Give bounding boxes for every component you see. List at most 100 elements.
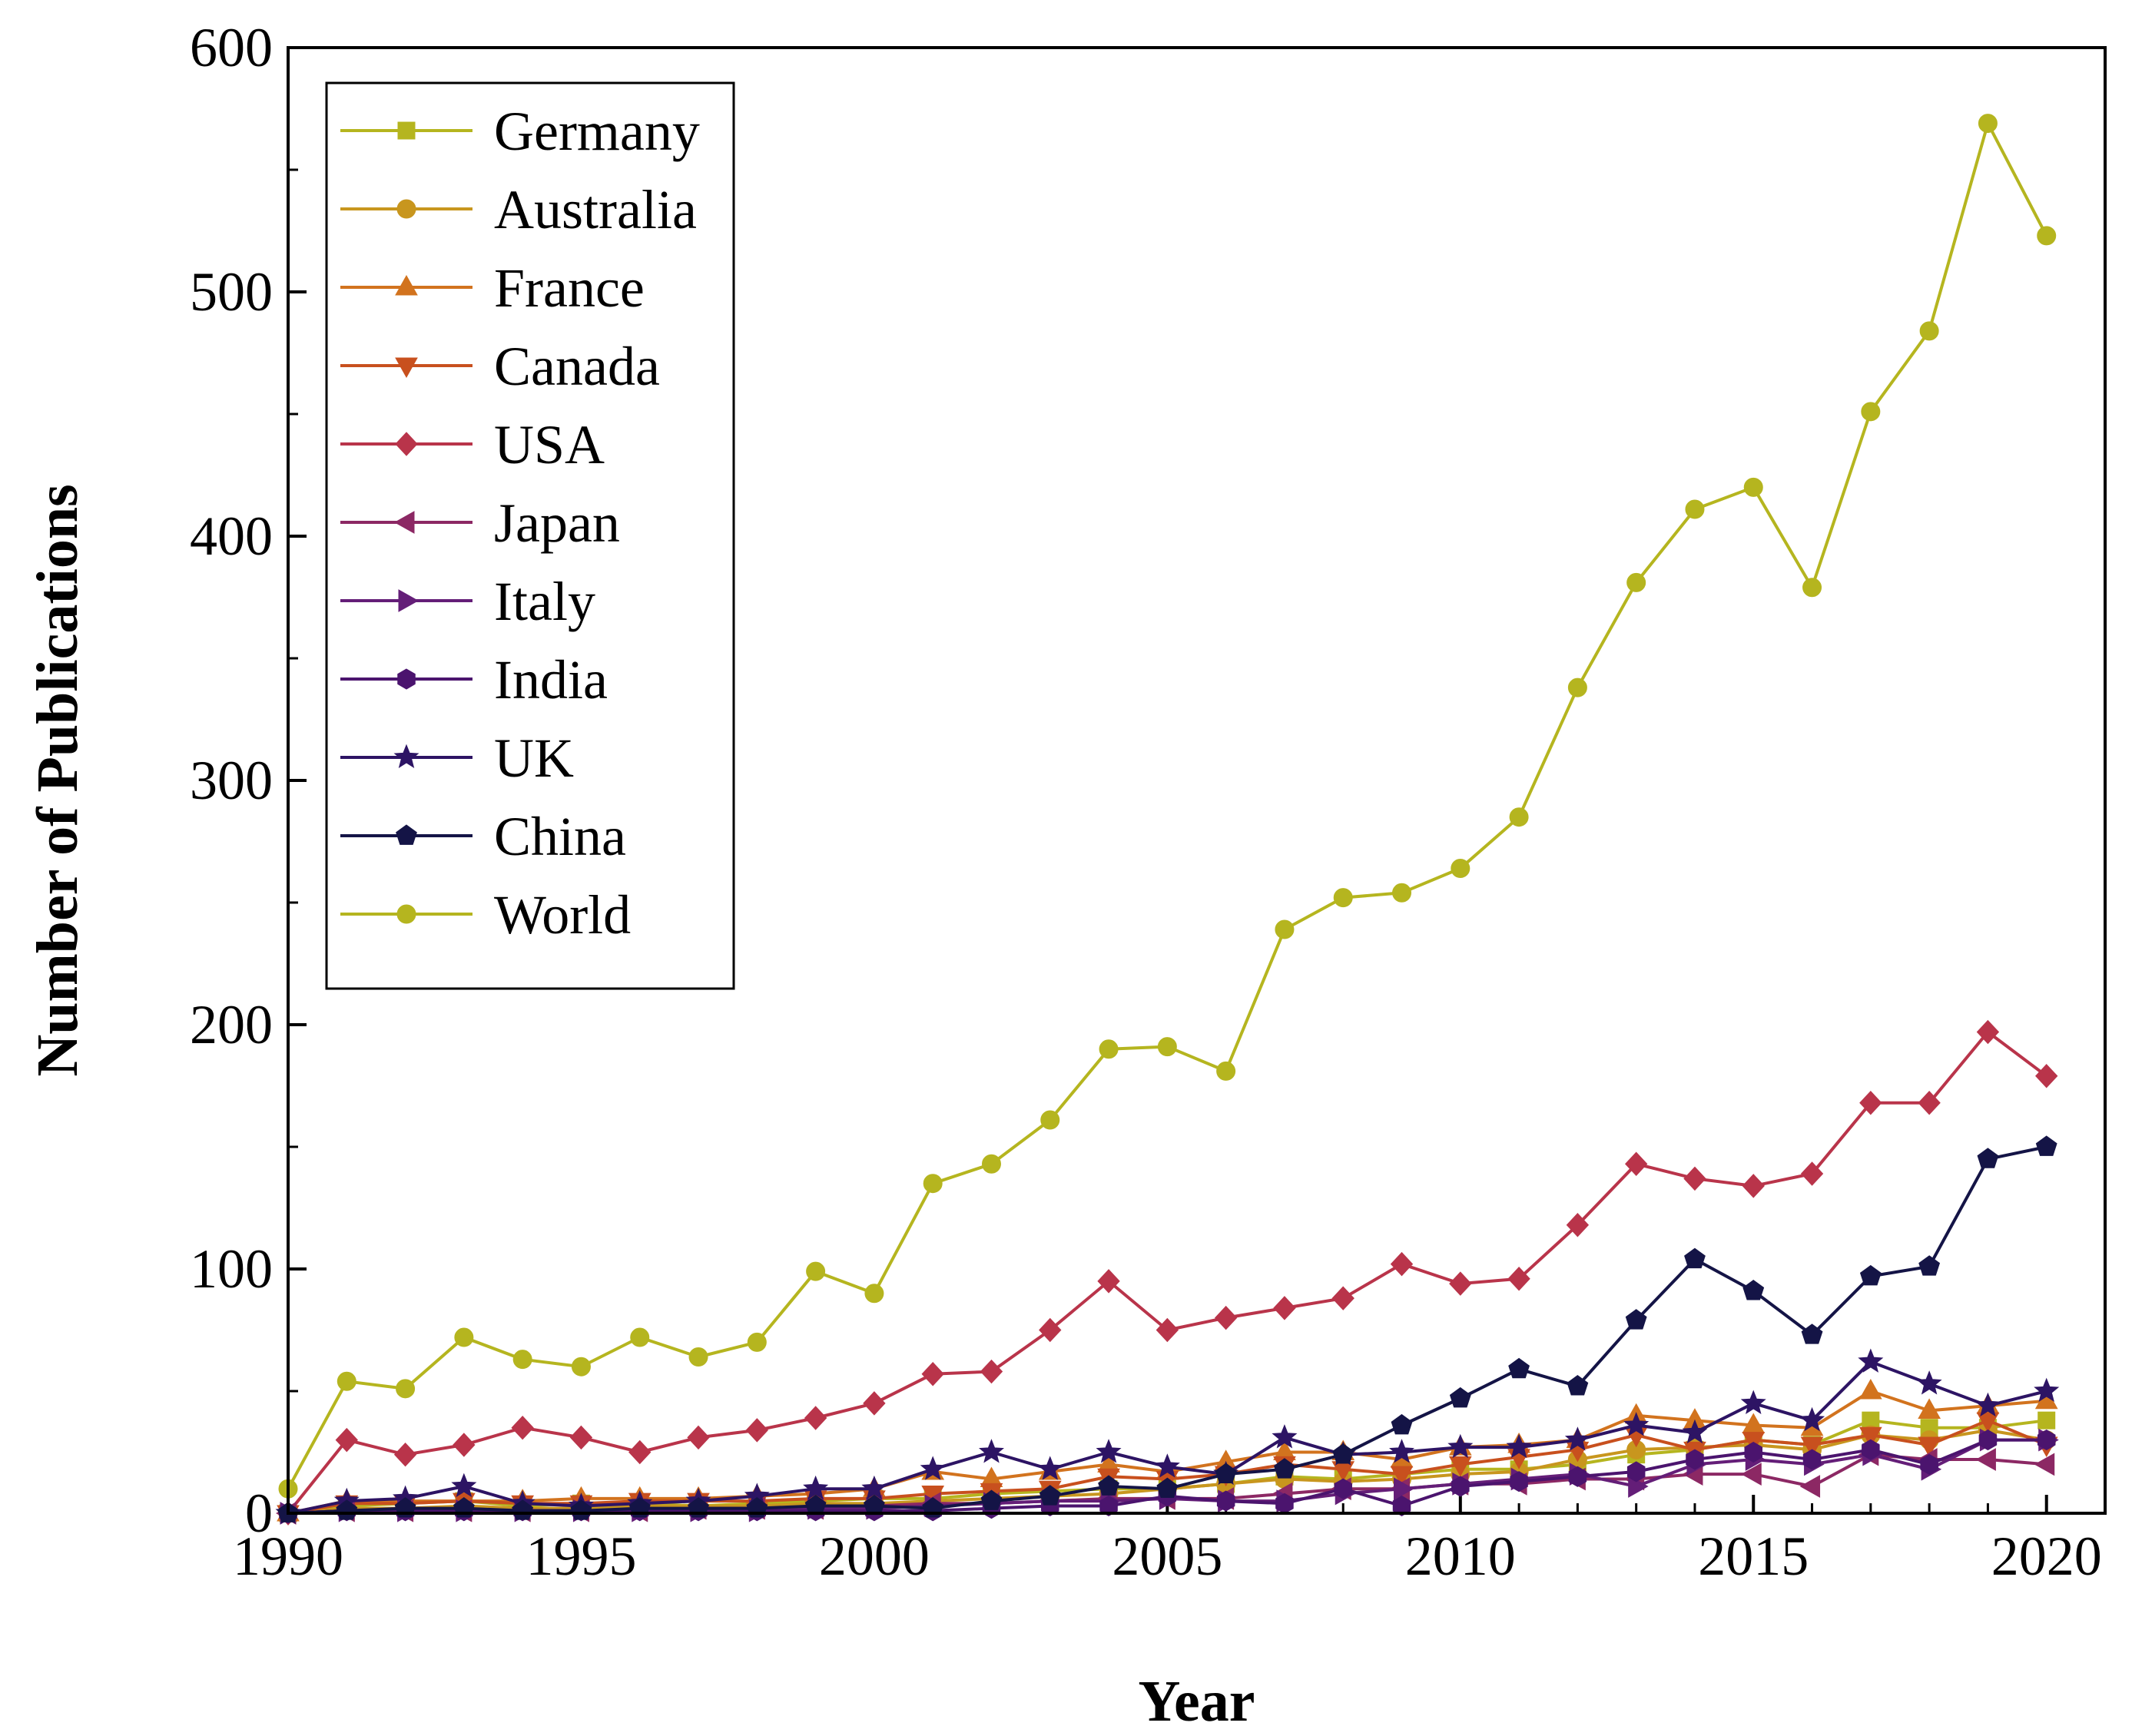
point-china xyxy=(1156,1477,1179,1499)
legend-marker xyxy=(397,121,416,140)
point-usa xyxy=(511,1415,534,1440)
point-china xyxy=(980,1489,1003,1510)
point-usa xyxy=(1624,1151,1648,1176)
point-uk xyxy=(1858,1348,1884,1373)
point-germany xyxy=(2038,1411,2056,1430)
y-tick-label: 300 xyxy=(190,750,273,811)
point-usa xyxy=(1097,1269,1120,1294)
legend-label: France xyxy=(494,257,645,319)
point-uk xyxy=(1096,1439,1122,1463)
x-tick-label: 1995 xyxy=(526,1526,636,1587)
point-world xyxy=(1040,1110,1060,1130)
point-usa xyxy=(569,1425,593,1450)
legend-item-usa: USA xyxy=(340,414,605,475)
point-china xyxy=(1625,1309,1647,1330)
point-uk xyxy=(1389,1439,1415,1463)
point-china xyxy=(1274,1458,1295,1479)
legend-box xyxy=(325,81,735,990)
point-world xyxy=(1861,402,1881,422)
point-usa xyxy=(335,1427,358,1453)
legend-item-canada: Canada xyxy=(340,336,660,397)
point-canada xyxy=(1976,1412,2000,1433)
point-world xyxy=(1333,888,1353,908)
point-world xyxy=(1978,114,1998,134)
point-india xyxy=(1862,1439,1880,1460)
legend-marker xyxy=(393,744,419,769)
legend-marker xyxy=(396,199,416,219)
point-usa xyxy=(745,1418,769,1443)
point-japan xyxy=(2034,1453,2055,1476)
point-world xyxy=(1275,919,1295,939)
point-world xyxy=(454,1327,474,1347)
point-world xyxy=(1392,883,1412,903)
legend-marker xyxy=(395,432,418,456)
legend-marker xyxy=(396,824,417,845)
point-uk xyxy=(920,1456,946,1480)
point-usa xyxy=(1273,1296,1296,1320)
point-usa xyxy=(687,1425,710,1450)
point-india xyxy=(1510,1471,1528,1492)
point-usa xyxy=(804,1406,827,1430)
point-india xyxy=(1568,1466,1587,1487)
point-world xyxy=(1451,858,1471,878)
legend-item-germany: Germany xyxy=(340,101,700,162)
x-tick-label: 2015 xyxy=(1698,1526,1809,1587)
point-china xyxy=(2035,1135,2057,1156)
point-uk xyxy=(1682,1419,1708,1444)
point-uk xyxy=(2034,1377,2060,1403)
point-china xyxy=(1684,1247,1706,1269)
point-china xyxy=(1918,1255,1941,1276)
point-usa xyxy=(1214,1305,1238,1330)
point-world xyxy=(571,1357,591,1377)
series-usa xyxy=(277,1019,2058,1526)
point-japan xyxy=(1975,1448,1996,1471)
legend-item-italy: Italy xyxy=(340,571,595,632)
point-usa xyxy=(628,1439,652,1465)
point-world xyxy=(1919,321,1939,341)
point-usa xyxy=(393,1442,417,1467)
point-china xyxy=(1215,1463,1237,1483)
point-world xyxy=(688,1347,708,1367)
point-usa xyxy=(1976,1019,2000,1045)
point-canada xyxy=(1448,1456,1472,1477)
y-axis-title: Number of Publications xyxy=(25,484,90,1076)
legend-marker xyxy=(393,511,415,534)
point-uk xyxy=(1975,1392,2001,1417)
point-canada xyxy=(1800,1436,1824,1457)
x-tick-label: 2000 xyxy=(819,1526,930,1587)
y-tick-labels: 0 100 200 300 400 500 600 xyxy=(190,17,273,1544)
legend-label: Canada xyxy=(494,336,660,397)
point-china xyxy=(1449,1386,1471,1408)
legend-label: Australia xyxy=(494,179,697,240)
point-usa xyxy=(1800,1161,1824,1186)
point-world xyxy=(864,1284,884,1304)
legend-label: India xyxy=(494,649,608,711)
point-india xyxy=(1978,1430,1998,1451)
point-china xyxy=(1098,1475,1119,1496)
point-uk xyxy=(1623,1412,1650,1436)
point-india xyxy=(1216,1490,1235,1512)
point-india xyxy=(1744,1441,1763,1463)
legend-label: Italy xyxy=(494,571,595,632)
point-world xyxy=(1099,1039,1119,1059)
point-world xyxy=(630,1327,650,1347)
point-world xyxy=(512,1350,532,1370)
legend-marker xyxy=(397,668,416,690)
point-world xyxy=(1743,477,1763,497)
point-france xyxy=(1918,1398,1941,1419)
point-world xyxy=(923,1174,943,1194)
point-india xyxy=(1099,1495,1118,1517)
point-usa xyxy=(1742,1174,1765,1198)
point-india xyxy=(1686,1449,1704,1470)
point-india xyxy=(1626,1461,1646,1483)
point-world xyxy=(1216,1061,1236,1081)
point-world xyxy=(981,1154,1001,1174)
point-world xyxy=(747,1332,767,1352)
point-usa xyxy=(453,1433,476,1457)
point-usa xyxy=(1859,1091,1882,1115)
x-tick-labels: 1990 1995 2000 2005 2010 2015 2020 xyxy=(233,1526,2102,1587)
point-world xyxy=(806,1261,826,1281)
point-usa xyxy=(1039,1317,1062,1343)
point-uk xyxy=(1154,1453,1180,1478)
point-china xyxy=(1977,1148,1999,1168)
